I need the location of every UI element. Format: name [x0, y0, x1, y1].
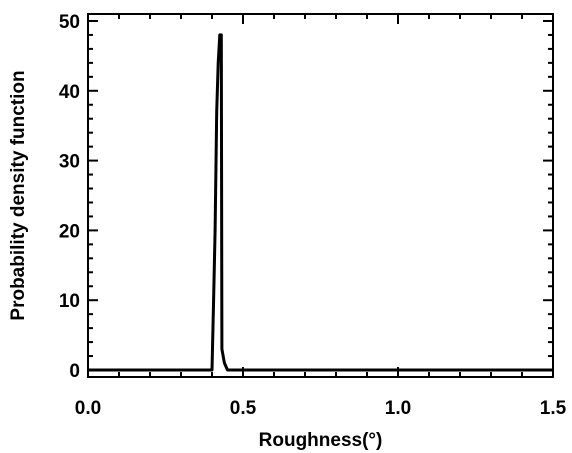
y-tick-label: 10	[59, 291, 80, 312]
x-axis-ticks: 0.0 0.5 1.0 1.5	[75, 14, 567, 419]
plot-area	[87, 13, 554, 378]
y-tick-label: 50	[59, 12, 80, 33]
x-tick-label: 0.0	[75, 398, 101, 419]
pdf-series-line	[88, 33, 553, 372]
y-tick-label: 0	[69, 361, 80, 382]
x-tick-label: 1.0	[385, 398, 411, 419]
x-axis-title: Roughness(°)	[259, 430, 383, 451]
x-tick-label: 0.5	[230, 398, 257, 419]
y-tick-label: 20	[59, 221, 80, 242]
y-axis-title: Probability density function	[8, 70, 29, 320]
y-axis-ticks: 0 10 20 30 40 50	[59, 12, 553, 382]
y-tick-label: 30	[59, 152, 80, 173]
x-tick-label: 1.5	[540, 398, 567, 419]
y-tick-label: 40	[59, 82, 80, 103]
